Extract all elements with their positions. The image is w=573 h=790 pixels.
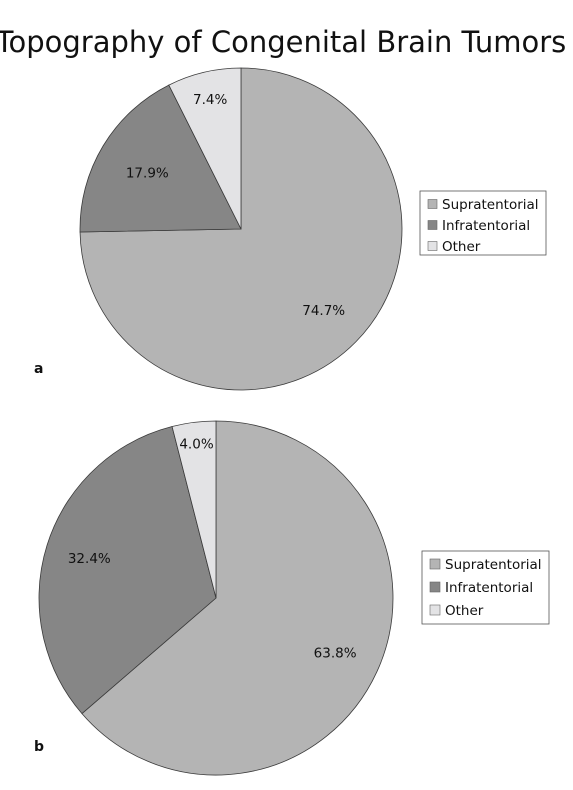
chart-title: Topography of Congenital Brain Tumors xyxy=(0,25,566,59)
panel-letter-a: a xyxy=(34,361,43,377)
legend-a: Supratentorial Infratentorial Other xyxy=(419,190,547,256)
legend-b-box xyxy=(421,550,550,625)
legend-b-item-supratentorial: Supratentorial xyxy=(445,557,542,573)
legend-a-item-other: Other xyxy=(442,239,481,255)
legend-a-swatch-other xyxy=(427,241,438,251)
pie-a-slice-other xyxy=(168,67,242,230)
pie-b-slice-other xyxy=(171,420,217,599)
legend-b: Supratentorial Infratentorial Other xyxy=(421,550,550,625)
pie-chart-a: 74.7% 17.9% 7.4% Supratentorial Infratentori… xyxy=(34,67,547,391)
legend-a-item-supratentorial: Supratentorial xyxy=(442,197,539,213)
pie-a-slice-infratentorial xyxy=(79,84,242,233)
pie-chart-b: 63.8% 32.4% 4.0% Supratentorial Infratentori… xyxy=(34,420,550,776)
pie-a-label-other: 7.4% xyxy=(193,92,227,108)
legend-b-item-other: Other xyxy=(445,603,484,619)
legend-a-swatch-infratentorial xyxy=(427,220,438,230)
legend-a-swatch-supratentorial xyxy=(427,199,438,209)
legend-b-swatch-other xyxy=(429,604,441,616)
pie-b-label-other: 4.0% xyxy=(179,437,213,453)
legend-b-item-infratentorial: Infratentorial xyxy=(445,580,533,596)
legend-b-swatch-infratentorial xyxy=(429,581,441,593)
pie-b-label-infratentorial: 32.4% xyxy=(68,551,111,567)
pie-a-label-infratentorial: 17.9% xyxy=(126,165,169,181)
legend-a-item-infratentorial: Infratentorial xyxy=(442,218,530,234)
pie-a-label-supratentorial: 74.7% xyxy=(302,303,345,319)
legend-a-box xyxy=(419,190,547,256)
panel-letter-b: b xyxy=(34,739,44,755)
pie-b-slice-infratentorial xyxy=(38,426,217,715)
pie-b-label-supratentorial: 63.8% xyxy=(314,646,357,662)
legend-b-swatch-supratentorial xyxy=(429,558,441,570)
pie-b-slice-supratentorial xyxy=(81,420,394,776)
